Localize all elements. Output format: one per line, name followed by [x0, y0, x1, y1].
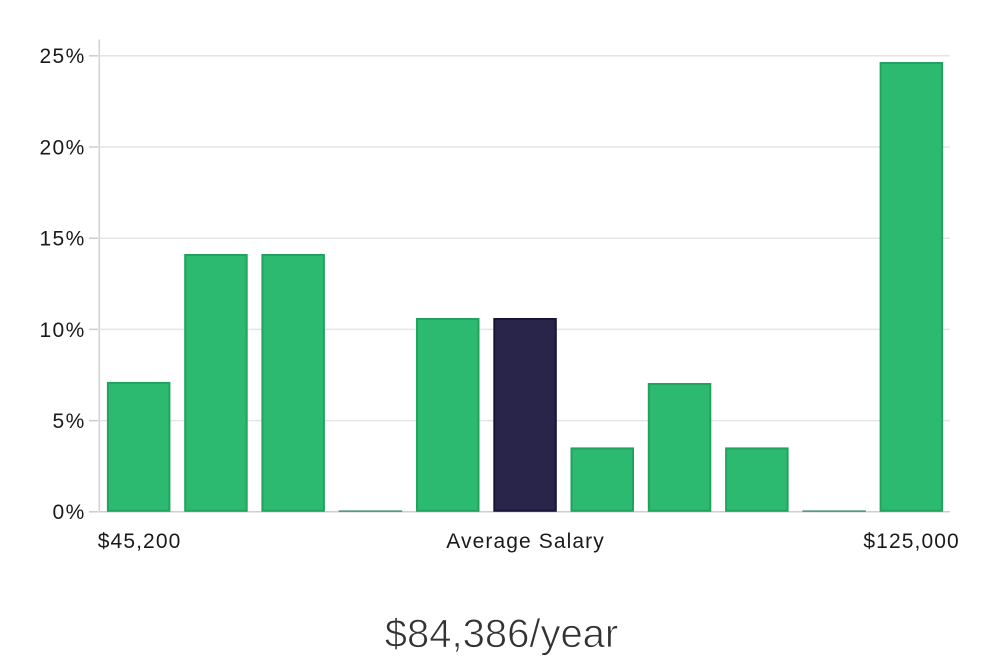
svg-text:5%: 5% — [53, 410, 86, 433]
svg-text:$45,200: $45,200 — [98, 530, 182, 553]
svg-text:$125,000: $125,000 — [863, 530, 959, 553]
svg-text:$84,386/year: $84,386/year — [385, 612, 619, 656]
svg-text:15%: 15% — [39, 228, 85, 251]
svg-text:Average Salary: Average Salary — [446, 530, 605, 553]
svg-text:20%: 20% — [39, 136, 85, 159]
svg-text:0%: 0% — [53, 501, 86, 524]
svg-text:25%: 25% — [39, 45, 85, 68]
svg-text:10%: 10% — [39, 319, 85, 342]
